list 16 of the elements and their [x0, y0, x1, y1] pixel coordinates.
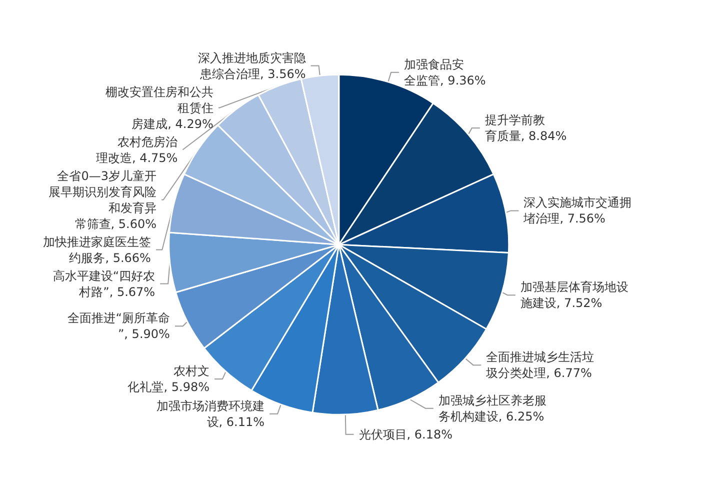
slice-label: 提升学前教育质量, 8.84%	[484, 113, 567, 143]
slice-label: 全面推进“厕所革命”, 5.90%	[68, 311, 170, 342]
slice-label: 加强食品安全监管, 9.36%	[404, 57, 486, 88]
slice-label: 深入实施城市交通拥堵治理, 7.56%	[522, 196, 632, 226]
slice-label: 棚改安置住房和公共租赁住房建成, 4.29%	[105, 84, 214, 131]
slice-label: 光伏项目, 6.18%	[358, 427, 453, 442]
slice-label: 全省0—3岁儿童开展早期识别发育风险和发育异常筛查, 5.60%	[48, 168, 157, 231]
slice-label: 深入推进地质灾害隐患综合治理, 3.56%	[198, 50, 306, 81]
slice-label: 农村危房治理改造, 4.75%	[96, 134, 178, 165]
slice-label: 加强城乡社区养老服务机构建设, 6.25%	[438, 393, 546, 424]
slice-label: 加强基层体育场地设施建设, 7.52%	[520, 280, 628, 310]
slice-label: 农村文化礼堂, 5.98%	[128, 364, 210, 394]
slice-label: 高水平建设“四好农村路”, 5.67%	[52, 268, 156, 299]
slice-label: 加强市场消费环境建设, 6.11%	[156, 398, 265, 429]
slice-label: 全面推进城乡生活垃圾分类处理, 6.77%	[485, 350, 594, 380]
slice-label: 加快推进家庭医生签约服务, 5.66%	[42, 234, 151, 265]
